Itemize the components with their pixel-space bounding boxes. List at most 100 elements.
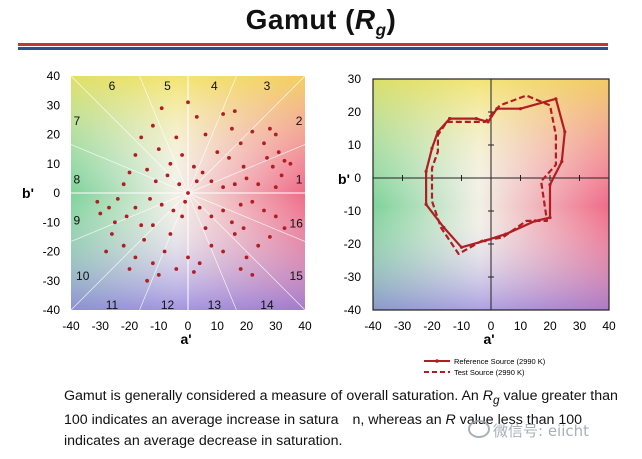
left-x-tick-labels: -40 -30 -20 -10 0 10 20 30 40 bbox=[62, 319, 312, 333]
scatter-point bbox=[127, 267, 132, 271]
scatter-point bbox=[194, 179, 199, 184]
watermark-text: 微信号: eiicht bbox=[493, 422, 590, 440]
scatter-point bbox=[183, 199, 188, 204]
test-source-line bbox=[430, 94, 557, 255]
scatter-point bbox=[194, 115, 199, 119]
scatter-point bbox=[98, 211, 103, 216]
scatter-point bbox=[256, 182, 261, 187]
scatter-point bbox=[95, 199, 100, 204]
scatter-point bbox=[121, 243, 126, 248]
left-y-tick-labels: 40 30 20 10 0 -10 -20 -30 -40 bbox=[43, 69, 61, 317]
y-tick-label: -10 bbox=[43, 215, 61, 229]
title-text: Gamut ( bbox=[245, 4, 355, 35]
x-tick-label: -40 bbox=[364, 319, 382, 333]
scatter-point bbox=[168, 232, 173, 236]
hue-bin-ray bbox=[187, 144, 305, 194]
x-tick-label: -40 bbox=[62, 319, 80, 333]
reference-point bbox=[459, 245, 464, 249]
hue-bin-label: 7 bbox=[74, 114, 81, 128]
scatter-point bbox=[174, 135, 179, 140]
scatter-point bbox=[273, 132, 278, 137]
x-tick-label: 40 bbox=[298, 319, 312, 333]
x-tick-label: 20 bbox=[240, 319, 254, 333]
scatter-point bbox=[151, 223, 155, 228]
scatter-point bbox=[270, 164, 275, 169]
y-tick-label: 0 bbox=[354, 171, 361, 185]
scatter-point bbox=[227, 156, 231, 160]
caption-text-4: value less than 100 indicates an average… bbox=[64, 412, 582, 449]
hue-bin-label: 4 bbox=[211, 79, 218, 93]
hue-bin-label: 12 bbox=[161, 298, 175, 312]
slide-title: Gamut (Rg) bbox=[0, 4, 642, 41]
hue-bin-label: 6 bbox=[109, 79, 116, 93]
caption-text-3: n, whereas an bbox=[352, 412, 446, 429]
wechat-icon bbox=[468, 420, 490, 438]
scatter-point bbox=[203, 132, 208, 137]
scatter-point bbox=[197, 205, 202, 210]
left-x-axis-label: a' bbox=[180, 331, 191, 347]
hue-bin-label: 16 bbox=[290, 216, 304, 230]
x-tick-label: -30 bbox=[92, 319, 110, 333]
scatter-point bbox=[192, 164, 196, 169]
scatter-point bbox=[221, 112, 226, 116]
reference-point bbox=[548, 216, 552, 220]
legend-label-reference: Reference Source (2990 K) bbox=[454, 357, 546, 366]
x-tick-label: 10 bbox=[211, 319, 225, 333]
left-y-axis-label: b' bbox=[22, 185, 34, 201]
x-tick-label: -10 bbox=[150, 319, 168, 333]
scatter-point bbox=[241, 164, 246, 169]
scatter-point bbox=[177, 182, 182, 187]
y-tick-label: 40 bbox=[47, 69, 61, 83]
y-tick-label: 10 bbox=[47, 157, 61, 171]
reference-point bbox=[424, 202, 428, 206]
x-tick-label: 40 bbox=[602, 319, 616, 333]
hue-bin-ray bbox=[187, 192, 237, 310]
caption: Gamut is generally considered a measure … bbox=[64, 386, 624, 451]
scatter-point bbox=[104, 249, 108, 254]
y-tick-label: -40 bbox=[43, 303, 61, 317]
reference-point bbox=[448, 117, 452, 121]
x-tick-label: -20 bbox=[121, 319, 139, 333]
x-tick-label: -20 bbox=[423, 319, 441, 333]
y-tick-label: -20 bbox=[43, 245, 61, 259]
scatter-point bbox=[110, 232, 114, 236]
scatter-point bbox=[186, 100, 190, 105]
hue-bin-ray bbox=[187, 76, 237, 194]
x-tick-label: 30 bbox=[573, 319, 587, 333]
hue-bin-label: 11 bbox=[106, 298, 119, 312]
scatter-point bbox=[232, 232, 237, 236]
scatter-point bbox=[288, 161, 293, 166]
scatter-point bbox=[279, 173, 284, 178]
scatter-point bbox=[282, 158, 287, 163]
scatter-point bbox=[250, 129, 255, 134]
scatter-point bbox=[215, 150, 220, 155]
right-x-tick-labels: -40 -30 -20 -10 0 10 20 30 40 bbox=[364, 319, 616, 333]
watermark: 微信号: eiicht bbox=[468, 420, 589, 441]
scatter-point bbox=[250, 273, 255, 277]
hue-bin-label: 2 bbox=[296, 114, 303, 128]
scatter-point bbox=[124, 214, 129, 219]
hue-bin-ray bbox=[187, 76, 305, 194]
scatter-point bbox=[273, 185, 278, 190]
hue-bin-ray bbox=[139, 76, 189, 194]
reference-point bbox=[486, 120, 490, 124]
scatter-point bbox=[268, 126, 272, 131]
scatter-point bbox=[241, 226, 246, 231]
scatter-point bbox=[162, 249, 167, 254]
hue-bin-label: 10 bbox=[76, 269, 90, 283]
scatter-point bbox=[238, 267, 243, 271]
scatter-point bbox=[276, 150, 281, 155]
right-y-tick-labels: 30 20 10 0 -10 -20 -30 -40 bbox=[344, 72, 362, 317]
x-tick-label: 20 bbox=[543, 319, 557, 333]
scatter-point bbox=[180, 153, 185, 157]
x-tick-label: -30 bbox=[394, 319, 412, 333]
hue-bin-label: 15 bbox=[290, 269, 304, 283]
caption-var-1: R bbox=[482, 388, 494, 404]
x-tick-label: 0 bbox=[488, 319, 495, 333]
legend-marker-reference bbox=[435, 359, 439, 363]
scatter-point bbox=[159, 202, 164, 207]
scatter-point bbox=[221, 185, 226, 190]
scatter-point bbox=[209, 214, 214, 219]
reference-point bbox=[442, 225, 446, 230]
